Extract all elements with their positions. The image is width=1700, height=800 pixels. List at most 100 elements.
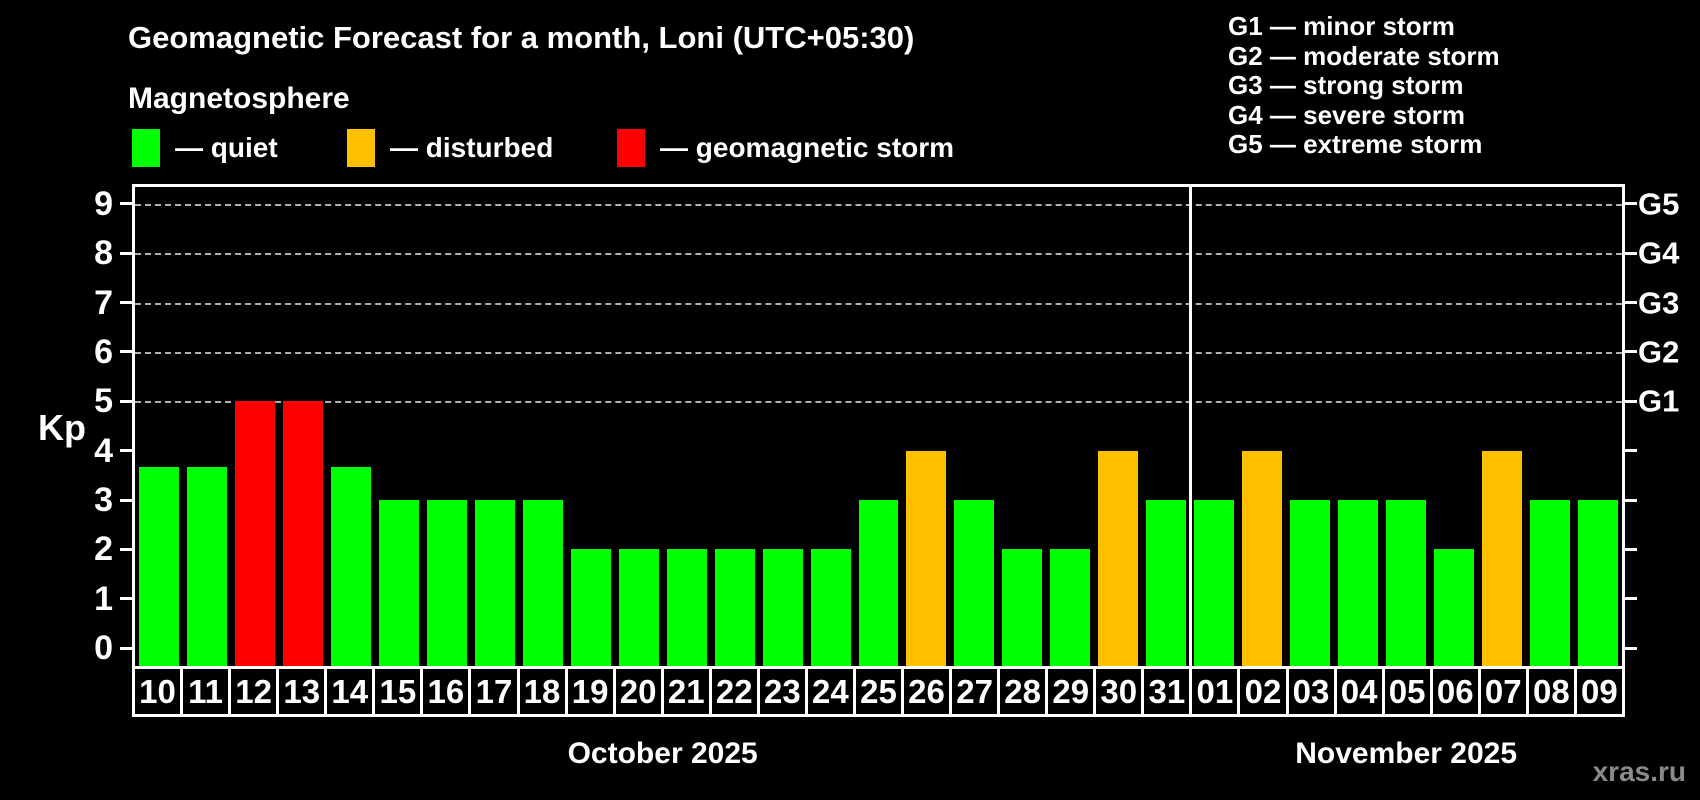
grid-line-g2 [135, 351, 1622, 354]
y-axis-label-1: 1 [94, 579, 113, 618]
storm-scale-legend: G1 — minor storm G2 — moderate storm G3 … [1228, 11, 1500, 160]
day-label-24: 24 [804, 669, 853, 714]
y-axis-label-5: 5 [94, 382, 113, 421]
kp-bar-day-13 [282, 401, 323, 666]
y-axis-tick-right [1625, 301, 1637, 305]
g-scale-label-g3: G3 [1638, 285, 1680, 321]
g-scale-label-g1: G1 [1638, 383, 1680, 419]
kp-bar-day-17 [474, 500, 515, 666]
legend-item-storm: — geomagnetic storm [617, 129, 954, 167]
y-axis-label-9: 9 [94, 184, 113, 223]
y-axis-tick-right [1625, 449, 1637, 453]
day-label-08: 08 [1525, 669, 1574, 714]
day-label-27: 27 [949, 669, 997, 714]
y-axis-tick-right [1625, 251, 1637, 255]
day-label-03: 03 [1285, 669, 1334, 714]
day-label-22: 22 [708, 669, 757, 714]
g-scale-label-g5: G5 [1638, 186, 1680, 222]
legend-item-quiet: — quiet [132, 129, 278, 167]
kp-bar-day-14 [330, 467, 371, 666]
kp-bar-day-10 [139, 467, 179, 666]
day-label-11: 11 [180, 669, 228, 714]
legend-quiet-label: — quiet [175, 132, 278, 163]
grid-line-g5 [135, 203, 1622, 206]
kp-bar-day-19 [570, 549, 611, 666]
storm-scale-g5: G5 — extreme storm [1228, 129, 1483, 159]
day-label-31: 31 [1141, 669, 1189, 714]
y-axis-label-4: 4 [94, 431, 113, 470]
y-axis-label-3: 3 [94, 481, 113, 520]
y-axis-tick [120, 646, 132, 650]
day-label-19: 19 [564, 669, 613, 714]
plot-area: G1 G2 G3 G4 G5 0 1 2 3 4 5 6 7 8 9 [94, 184, 1679, 666]
y-axis-label-8: 8 [94, 234, 113, 273]
kp-bar-day-18 [522, 500, 563, 666]
day-label-12: 12 [228, 669, 276, 714]
quiet-color-swatch [132, 129, 160, 167]
y-axis-label-2: 2 [94, 530, 113, 569]
legend-disturbed-label: — disturbed [390, 132, 554, 163]
y-axis-label-0: 0 [94, 629, 113, 668]
y-axis-tick [120, 350, 132, 354]
y-axis-tick [120, 399, 132, 403]
kp-bar-day-22 [714, 549, 755, 666]
kp-bar-day-28 [1002, 549, 1043, 666]
kp-bar-day-06 [1434, 549, 1475, 666]
day-label-02: 02 [1237, 669, 1285, 714]
kp-bar-day-23 [762, 549, 803, 666]
day-label-07: 07 [1477, 669, 1526, 714]
y-axis-tick-right [1625, 202, 1637, 206]
day-label-row: 10 11 12 13 14 15 16 17 18 19 20 21 22 23 24 25 26 27 28 29… [132, 666, 1625, 717]
day-label-06: 06 [1429, 669, 1478, 714]
kp-bar-day-09 [1578, 500, 1618, 666]
y-axis-tick-right [1625, 399, 1637, 403]
legend-item-disturbed: — disturbed [347, 129, 553, 167]
y-axis-tick-right [1625, 547, 1637, 551]
day-label-10: 10 [139, 673, 176, 710]
chart-subtitle: Magnetosphere [128, 82, 350, 115]
y-axis-tick [120, 449, 132, 453]
g-scale-label-g4: G4 [1638, 235, 1680, 271]
kp-bar-day-27 [954, 500, 995, 666]
day-label-21: 21 [660, 669, 709, 714]
day-label-23: 23 [756, 669, 805, 714]
kp-bar-day-04 [1338, 500, 1379, 666]
y-axis-tick [120, 202, 132, 206]
month-separator-line [1188, 187, 1192, 666]
kp-bar-day-21 [666, 549, 707, 666]
day-label-04: 04 [1333, 669, 1382, 714]
y-axis-label-7: 7 [94, 283, 113, 322]
kp-bar-day-29 [1050, 549, 1091, 666]
day-label-01: 01 [1189, 669, 1237, 714]
y-axis-tick-right [1625, 350, 1637, 354]
kp-bar-day-24 [810, 549, 851, 666]
storm-scale-g4: G4 — severe storm [1228, 99, 1466, 130]
kp-bar-day-26 [906, 450, 947, 666]
day-label-18: 18 [516, 669, 565, 714]
storm-scale-g1: G1 — minor storm [1228, 11, 1455, 41]
day-label-14: 14 [324, 669, 372, 714]
kp-bar-day-03 [1290, 500, 1331, 666]
day-label-30: 30 [1093, 669, 1141, 714]
kp-bar-day-08 [1530, 500, 1571, 666]
kp-bar-day-11 [186, 467, 227, 666]
day-label-16: 16 [420, 669, 468, 714]
day-label-29: 29 [1045, 669, 1093, 714]
day-label-05: 05 [1381, 669, 1430, 714]
y-axis-tick [120, 547, 132, 551]
legend-storm-label: — geomagnetic storm [660, 132, 955, 163]
grid-line-g4 [135, 253, 1622, 256]
g-scale-label-g2: G2 [1638, 334, 1680, 370]
storm-color-swatch [617, 129, 645, 167]
storm-scale-g2: G2 — moderate storm [1228, 40, 1500, 71]
kp-bar-day-02 [1242, 450, 1283, 666]
grid-line-g1 [135, 401, 1622, 404]
day-label-15: 15 [372, 669, 420, 714]
kp-bar-day-31 [1146, 500, 1187, 666]
kp-bar-day-25 [858, 500, 899, 666]
grid-line-g3 [135, 302, 1622, 305]
month-label-november: November 2025 [1295, 737, 1518, 770]
y-axis-tick [120, 597, 132, 601]
day-label-09: 09 [1573, 669, 1622, 714]
